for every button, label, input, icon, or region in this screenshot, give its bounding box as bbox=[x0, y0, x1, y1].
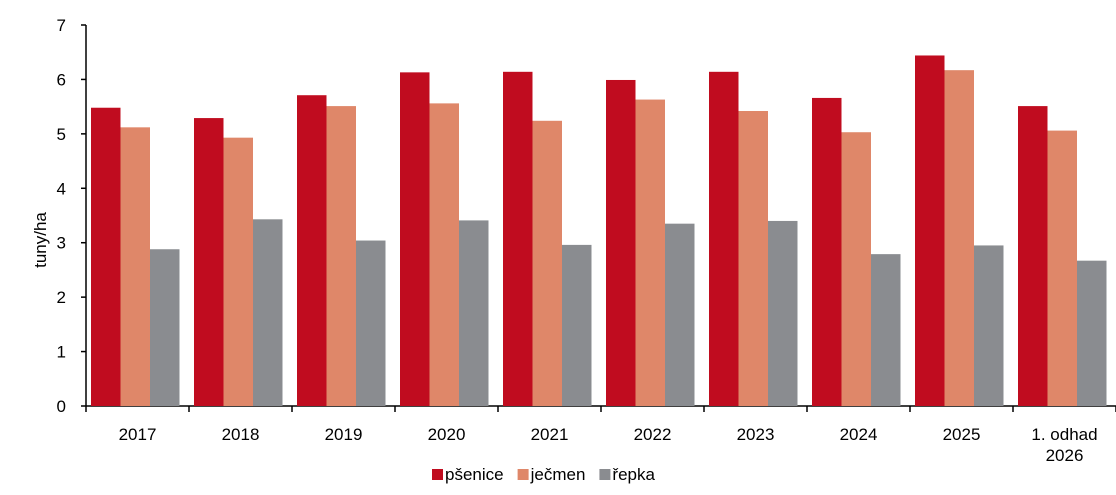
bar-1-2017 bbox=[91, 107, 121, 406]
bar-2-2019 bbox=[326, 106, 356, 406]
bar-1-1odhad-2026 bbox=[1018, 106, 1048, 406]
bar-3-2017 bbox=[150, 249, 180, 406]
x-tick-label: 2023 bbox=[737, 425, 775, 444]
bar-3-2025 bbox=[974, 245, 1004, 406]
bar-2-2023 bbox=[738, 110, 768, 407]
y-tick-label: 6 bbox=[57, 70, 66, 89]
bars bbox=[91, 55, 1107, 407]
bar-3-2022 bbox=[665, 223, 695, 406]
legend: pšenice ječmen řepka bbox=[432, 465, 655, 484]
legend-swatch bbox=[517, 469, 529, 480]
y-tick-label: 4 bbox=[57, 179, 66, 198]
bar-2-2024 bbox=[841, 132, 871, 406]
x-tick-label: 1. odhad bbox=[1031, 425, 1097, 444]
bar-2-2018 bbox=[223, 137, 253, 406]
bar-2-1odhad-2026 bbox=[1047, 130, 1077, 406]
y-axis-title: tuny/ha bbox=[31, 212, 50, 268]
bar-1-2025 bbox=[915, 55, 945, 406]
y-tick-label: 7 bbox=[57, 16, 66, 35]
y-tick-label: 2 bbox=[57, 288, 66, 307]
bar-3-2024 bbox=[871, 254, 901, 406]
legend-label: ječmen bbox=[530, 465, 586, 484]
bar-3-2021 bbox=[562, 244, 592, 406]
axis-labels: 0 1 2 3 4 5 6 7 2017 2018 2019 2020 2021 2022 2023 2024… bbox=[57, 16, 1098, 465]
bar-2-2022 bbox=[635, 99, 665, 407]
legend-swatch bbox=[599, 469, 611, 480]
bar-2-2021 bbox=[532, 120, 562, 407]
bar-2-2025 bbox=[944, 70, 974, 406]
legend-label: řepka bbox=[612, 465, 655, 484]
bar-3-2018 bbox=[253, 219, 283, 406]
y-tick-label: 1 bbox=[57, 343, 66, 362]
x-tick-label: 2017 bbox=[119, 425, 157, 444]
bar-2-2017 bbox=[120, 127, 150, 406]
x-tick-label: 2019 bbox=[325, 425, 363, 444]
bar-3-2019 bbox=[356, 240, 386, 406]
legend-label: pšenice bbox=[445, 465, 504, 484]
y-tick-label: 3 bbox=[57, 234, 66, 253]
x-tick-label: 2024 bbox=[840, 425, 878, 444]
y-tick-label: 5 bbox=[57, 125, 66, 144]
bar-2-2020 bbox=[429, 103, 459, 407]
x-tick-label: 2025 bbox=[943, 425, 981, 444]
bar-1-2021 bbox=[503, 71, 533, 407]
y-tick-label: 0 bbox=[57, 397, 66, 416]
bar-1-2024 bbox=[812, 97, 842, 406]
bar-1-2023 bbox=[709, 71, 739, 407]
x-tick-label: 2022 bbox=[634, 425, 672, 444]
bar-3-1odhad-2026 bbox=[1077, 260, 1107, 406]
bar-3-2023 bbox=[768, 220, 798, 406]
bar-1-2018 bbox=[194, 118, 224, 406]
x-tick-label: 2021 bbox=[531, 425, 569, 444]
x-tick-label: 2026 bbox=[1046, 446, 1084, 465]
bar-1-2019 bbox=[297, 95, 327, 406]
x-tick-label: 2018 bbox=[222, 425, 260, 444]
bar-1-2022 bbox=[606, 79, 636, 407]
bar-1-2020 bbox=[400, 72, 430, 407]
bar-3-2020 bbox=[459, 220, 489, 406]
x-tick-label: 2020 bbox=[428, 425, 466, 444]
legend-swatch bbox=[432, 469, 443, 480]
